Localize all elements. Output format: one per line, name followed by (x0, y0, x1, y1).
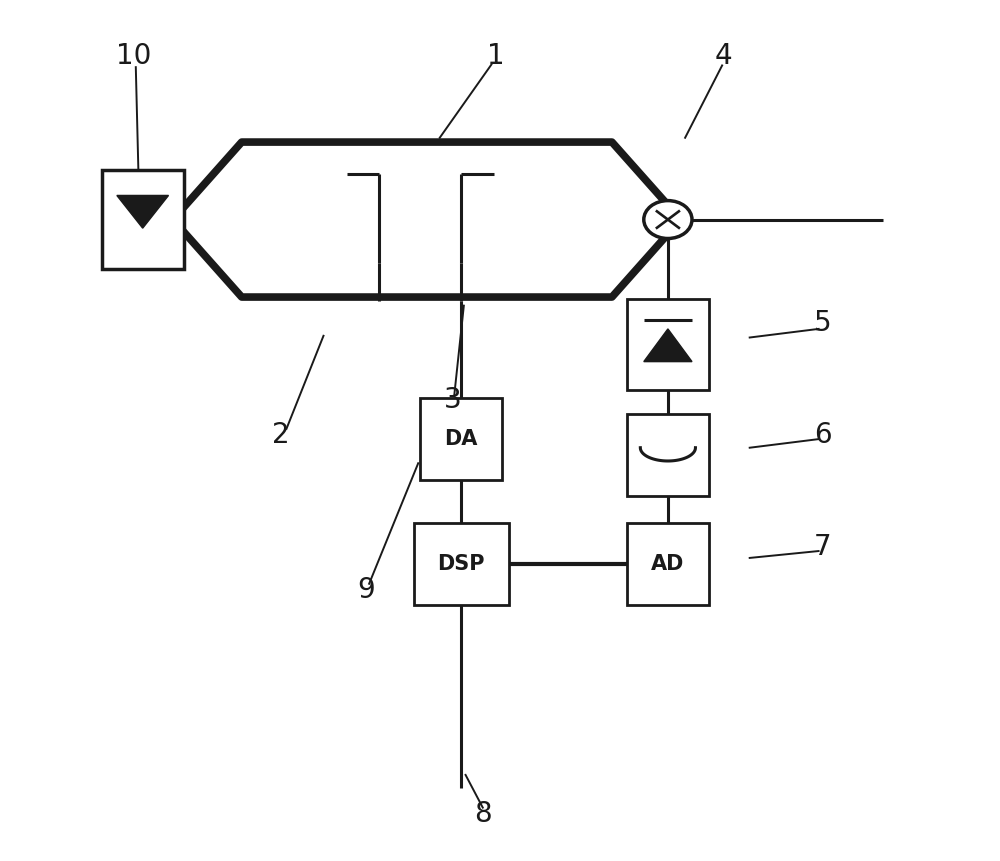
Bar (627, 523, 709, 604)
Text: AD: AD (651, 554, 685, 574)
Text: 2: 2 (272, 421, 289, 449)
Bar (102, 170, 184, 269)
Text: DA: DA (445, 429, 478, 449)
Bar (627, 414, 709, 495)
Text: 8: 8 (474, 800, 492, 827)
Ellipse shape (644, 201, 692, 238)
Text: 5: 5 (814, 309, 832, 337)
Text: 3: 3 (444, 387, 462, 414)
Text: 10: 10 (116, 42, 152, 70)
Bar (627, 300, 709, 389)
Bar (414, 523, 509, 604)
Text: 7: 7 (814, 533, 832, 561)
Polygon shape (644, 329, 692, 362)
Text: DSP: DSP (438, 554, 485, 574)
Polygon shape (117, 195, 169, 228)
Text: 9: 9 (358, 576, 375, 604)
Text: 4: 4 (715, 42, 733, 70)
Bar (420, 398, 502, 480)
Text: 6: 6 (814, 421, 832, 449)
Text: 1: 1 (487, 42, 505, 70)
